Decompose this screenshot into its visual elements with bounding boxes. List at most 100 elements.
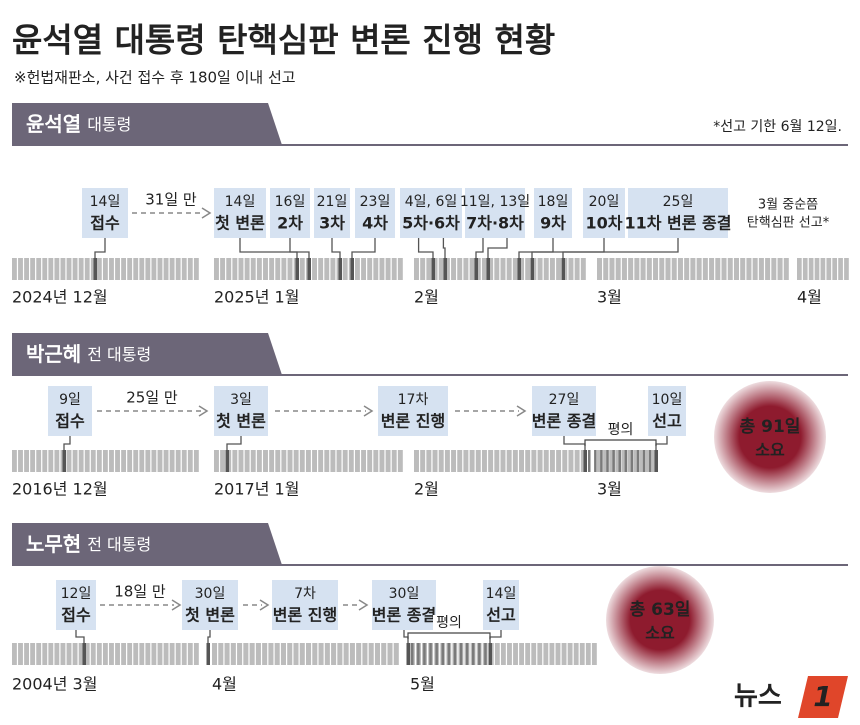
day-cell — [367, 450, 373, 472]
day-cell — [115, 258, 120, 280]
day-cell — [525, 643, 531, 665]
total-days: 총 63일 — [630, 600, 691, 620]
event-date: 21일 — [317, 194, 348, 210]
day-cell — [579, 643, 585, 665]
event-day — [488, 643, 492, 665]
event-box — [48, 386, 92, 436]
day-cell — [263, 258, 268, 280]
day-cell — [525, 258, 531, 280]
day-cell — [212, 643, 218, 665]
event-date: 9일 — [59, 392, 81, 408]
day-cell — [145, 258, 151, 280]
day-cell — [385, 450, 391, 472]
day-cell — [555, 643, 561, 665]
day-cell — [702, 258, 708, 280]
day-cell — [639, 450, 645, 472]
day-cell — [628, 258, 634, 280]
event-label: 선고 — [486, 606, 516, 625]
day-cell — [665, 258, 671, 280]
president-role: 전 대통령 — [87, 535, 151, 554]
day-cell — [506, 258, 512, 280]
day-cell — [96, 450, 102, 472]
day-cell — [90, 258, 96, 280]
day-cell — [426, 258, 432, 280]
day-cell — [348, 450, 354, 472]
deliberation-bracket — [584, 439, 657, 446]
month-label: 3월 — [597, 288, 622, 307]
event-day — [517, 258, 521, 280]
event-label: 접수 — [55, 412, 85, 431]
day-cell — [324, 643, 330, 665]
total-days: 총 91일 — [740, 417, 801, 437]
day-cell — [262, 643, 268, 665]
day-cell — [90, 643, 96, 665]
day-cell — [500, 450, 506, 472]
day-cell — [133, 258, 139, 280]
day-cell — [121, 643, 127, 665]
day-cell — [646, 258, 652, 280]
event-date: 25일 — [663, 194, 694, 210]
deliberation-day — [630, 450, 634, 472]
day-cell — [127, 450, 133, 472]
day-cell — [543, 258, 549, 280]
day-cell — [181, 450, 187, 472]
event-box — [270, 188, 310, 238]
deliberation-day — [478, 643, 481, 665]
day-cell — [238, 258, 244, 280]
day-cell — [54, 643, 60, 665]
event-date: 30일 — [389, 586, 420, 602]
event-label: 변론 종결 — [532, 412, 596, 431]
gap-label-bg — [122, 389, 182, 407]
day-cell — [621, 450, 627, 472]
day-cell — [36, 450, 42, 472]
event-box — [82, 188, 128, 238]
day-cell — [844, 258, 849, 280]
event-date: 11일, 13일 — [460, 194, 530, 210]
gap-label-bg — [141, 191, 201, 209]
day-cell — [580, 450, 586, 472]
day-cell — [556, 450, 562, 472]
event-label: 접수 — [90, 214, 120, 233]
day-cell — [330, 258, 336, 280]
event-label: 접수 — [61, 606, 91, 625]
event-box — [355, 188, 395, 238]
day-cell — [250, 258, 256, 280]
day-cell — [746, 258, 752, 280]
total-badge — [606, 566, 714, 674]
day-cell — [463, 450, 469, 472]
day-cell — [24, 643, 29, 665]
month-label: 3월 — [597, 480, 622, 499]
day-cell — [42, 450, 48, 472]
event-date: 10일 — [652, 392, 683, 408]
day-cell — [324, 450, 330, 472]
day-cell — [651, 450, 657, 472]
day-cell — [426, 450, 432, 472]
day-cell — [381, 643, 387, 665]
day-cell — [354, 258, 360, 280]
event-date: 14일 — [225, 194, 256, 210]
day-cell — [568, 450, 574, 472]
day-cell — [733, 258, 739, 280]
event-date: 14일 — [90, 194, 121, 210]
day-cell — [18, 450, 23, 472]
deliberation-label: 평의 — [608, 422, 634, 438]
day-cell — [109, 258, 114, 280]
day-cell — [72, 643, 78, 665]
event-date: 4일, 6일 — [405, 194, 457, 210]
day-cell — [481, 258, 487, 280]
day-cell — [193, 643, 199, 665]
day-cell — [653, 258, 659, 280]
day-cell — [121, 258, 127, 280]
deliberation-day — [642, 450, 646, 472]
arrow-head — [198, 405, 209, 417]
day-cell — [181, 643, 187, 665]
event-label: 10차 — [586, 214, 623, 233]
deliberation-day — [417, 643, 420, 665]
day-cell — [84, 643, 90, 665]
day-cell — [30, 450, 36, 472]
day-cell — [397, 258, 403, 280]
event-day — [62, 450, 66, 472]
day-cell — [133, 643, 139, 665]
day-cell — [481, 450, 487, 472]
day-cell — [24, 450, 29, 472]
